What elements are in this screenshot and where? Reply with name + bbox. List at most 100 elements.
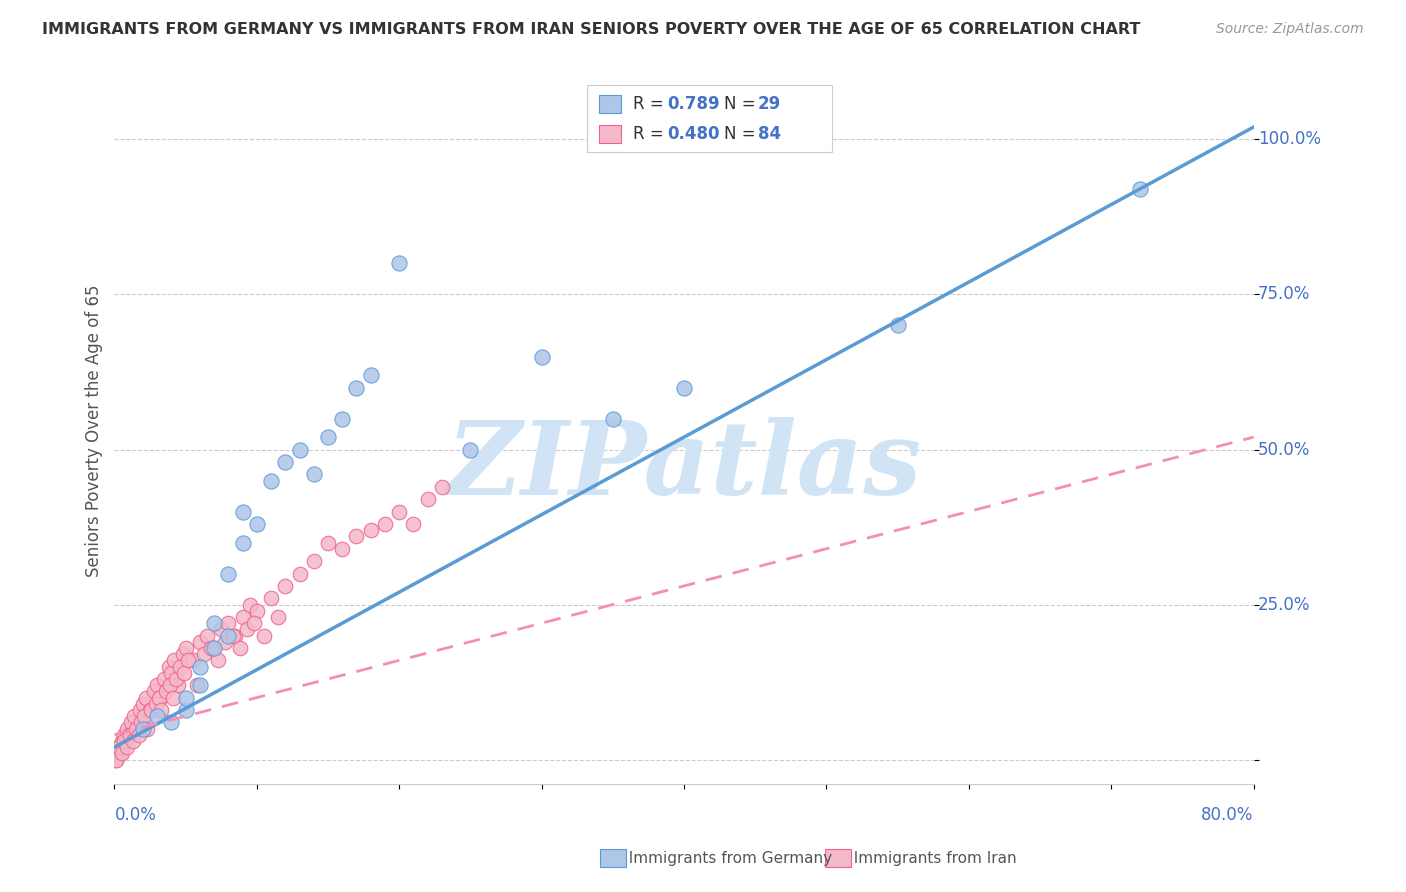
Point — [105, 747, 128, 761]
Point — [159, 678, 181, 692]
Point — [145, 697, 167, 711]
Text: 29: 29 — [758, 95, 782, 113]
Y-axis label: Seniors Poverty Over the Age of 65: Seniors Poverty Over the Age of 65 — [86, 285, 103, 577]
Point — [209, 623, 232, 637]
Point — [236, 623, 259, 637]
Point — [146, 678, 169, 692]
Point — [416, 492, 439, 507]
Point — [143, 684, 166, 698]
Point — [188, 678, 211, 692]
Point — [114, 734, 136, 748]
Point — [110, 734, 132, 748]
Point — [141, 703, 163, 717]
Point — [202, 640, 225, 655]
Point — [193, 647, 215, 661]
Point — [239, 598, 262, 612]
Point — [169, 659, 191, 673]
Text: Immigrants from Iran: Immigrants from Iran — [844, 851, 1017, 865]
Point — [172, 647, 194, 661]
Text: R =: R = — [633, 95, 669, 113]
Text: Immigrants from Germany: Immigrants from Germany — [619, 851, 832, 865]
Point — [260, 591, 283, 606]
Point — [246, 604, 269, 618]
Point — [202, 616, 225, 631]
Point — [160, 665, 183, 680]
Text: N =: N = — [724, 95, 761, 113]
Point — [217, 566, 239, 581]
Point — [330, 541, 353, 556]
Text: 75.0%: 75.0% — [1258, 285, 1310, 303]
Point — [288, 442, 311, 457]
Point — [139, 703, 162, 717]
Point — [530, 350, 553, 364]
Bar — [599, 95, 621, 113]
Point — [195, 629, 218, 643]
Point — [260, 474, 283, 488]
Point — [174, 690, 197, 705]
Point — [174, 703, 197, 717]
Text: 0.789: 0.789 — [666, 95, 720, 113]
Point — [118, 728, 141, 742]
Point — [104, 753, 127, 767]
Text: 50.0%: 50.0% — [1258, 441, 1310, 458]
Point — [112, 734, 135, 748]
Text: 0.0%: 0.0% — [114, 806, 156, 824]
Point — [274, 579, 297, 593]
Point — [188, 659, 211, 673]
Point — [460, 442, 482, 457]
Point — [214, 634, 236, 648]
Point — [232, 504, 254, 518]
Point — [167, 678, 190, 692]
Point — [104, 753, 127, 767]
Point — [202, 640, 225, 655]
Point — [148, 690, 170, 705]
Text: 80.0%: 80.0% — [1201, 806, 1254, 824]
Text: 25.0%: 25.0% — [1258, 596, 1310, 614]
Point — [174, 640, 197, 655]
Point — [129, 703, 152, 717]
Point — [173, 665, 195, 680]
Point — [402, 516, 425, 531]
Point — [232, 610, 254, 624]
Point — [229, 640, 252, 655]
Point — [132, 722, 155, 736]
Point — [360, 368, 382, 383]
Point — [602, 411, 624, 425]
Point — [160, 715, 183, 730]
Text: 100.0%: 100.0% — [1258, 130, 1320, 148]
Point — [430, 480, 453, 494]
Point — [274, 455, 297, 469]
Point — [1129, 182, 1152, 196]
Text: N =: N = — [724, 125, 761, 143]
Point — [672, 380, 695, 394]
Point — [253, 629, 276, 643]
Point — [132, 697, 155, 711]
Point — [157, 659, 180, 673]
Point — [108, 747, 131, 761]
Point — [163, 653, 186, 667]
Point — [162, 690, 184, 705]
Point — [374, 516, 396, 531]
Point — [181, 653, 204, 667]
Point — [153, 672, 176, 686]
Text: 84: 84 — [758, 125, 782, 143]
Point — [120, 728, 142, 742]
Point — [107, 740, 129, 755]
Point — [107, 740, 129, 755]
FancyBboxPatch shape — [588, 85, 832, 152]
Point — [112, 728, 135, 742]
Point — [316, 430, 339, 444]
Point — [330, 411, 353, 425]
Point — [165, 672, 187, 686]
Point — [136, 722, 159, 736]
Text: IMMIGRANTS FROM GERMANY VS IMMIGRANTS FROM IRAN SENIORS POVERTY OVER THE AGE OF : IMMIGRANTS FROM GERMANY VS IMMIGRANTS FR… — [42, 22, 1140, 37]
Point — [217, 616, 239, 631]
Point — [346, 380, 368, 394]
Point — [288, 566, 311, 581]
Point — [155, 684, 177, 698]
Point — [346, 529, 368, 543]
Point — [302, 554, 325, 568]
Point — [186, 678, 208, 692]
Point — [243, 616, 266, 631]
Text: R =: R = — [633, 125, 669, 143]
